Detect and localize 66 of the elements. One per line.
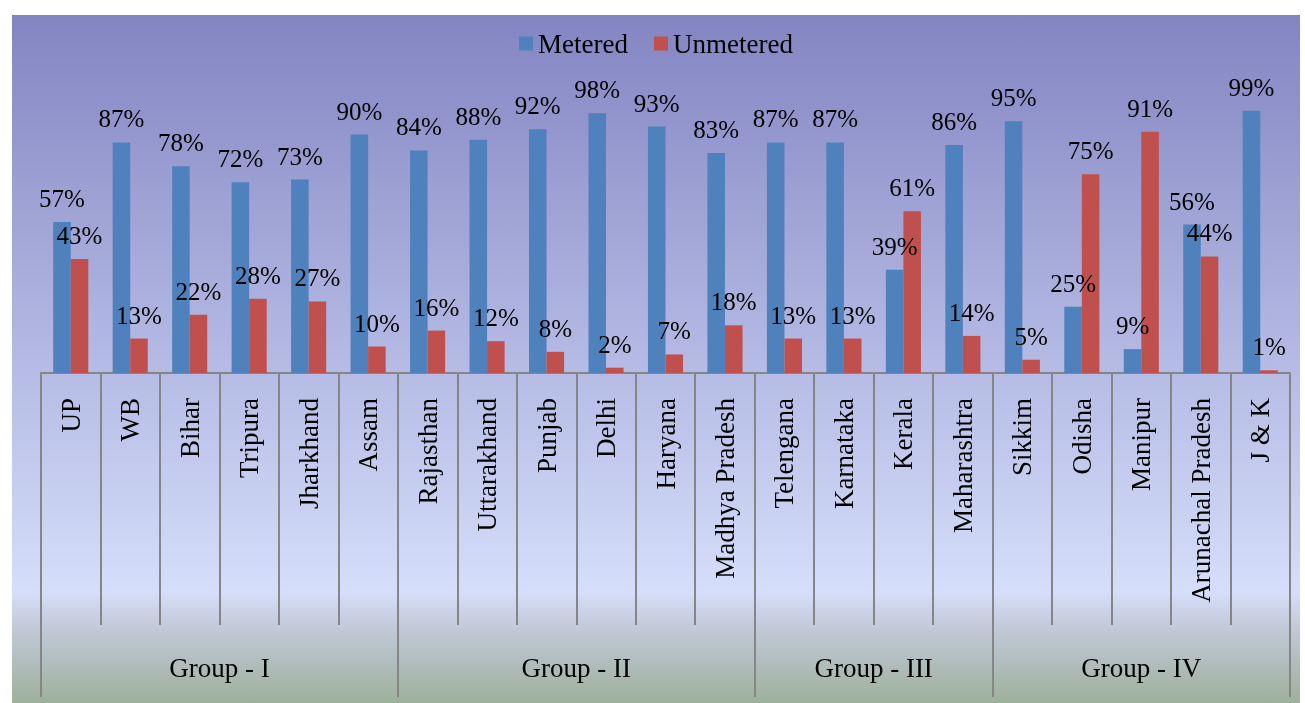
x-tick-label: Bihar [174, 398, 205, 458]
x-tick-label: Madhya Pradesh [709, 397, 740, 579]
text: Group - I [168, 652, 271, 684]
x-tick-label: Arunachal Pradesh [1185, 397, 1216, 603]
data-label: 16% [413, 293, 460, 321]
x-tick-label: Sikkim [1007, 398, 1038, 477]
data-label: 83% [693, 116, 740, 144]
x-tick-label: WB [115, 398, 146, 442]
x-tick-label: Punjab [531, 398, 562, 474]
text: Group - II [520, 652, 632, 684]
data-label: 13% [116, 301, 162, 329]
text: Group - IV [1080, 652, 1203, 684]
x-tick-label: Maharashtra [947, 397, 978, 533]
x-tick-label: Assam [353, 398, 384, 472]
legend-label: Unmetered [673, 28, 794, 59]
data-label: 1% [1252, 333, 1286, 361]
x-tick-label: Uttarakhand [472, 397, 503, 532]
data-label: 56% [1169, 187, 1215, 215]
data-label: 8% [538, 314, 572, 342]
data-label: 10% [353, 309, 400, 337]
x-tick-label: Tripura [234, 397, 265, 479]
data-label: 44% [1186, 219, 1233, 247]
data-label: 87% [98, 105, 145, 133]
data-label: 18% [710, 288, 757, 316]
legend-label: Metered [538, 28, 629, 59]
text: Group - III [813, 652, 934, 684]
data-label: 95% [990, 84, 1037, 112]
data-label: 72% [217, 145, 264, 173]
data-label: 99% [1228, 73, 1275, 101]
x-tick-label: Jharkhand [293, 397, 324, 509]
data-label: 91% [1127, 94, 1173, 122]
data-label: 90% [336, 97, 383, 125]
x-tick-label: J & K [1245, 397, 1276, 463]
x-tick-label: Rajasthan [412, 397, 443, 505]
x-tick-label: Telengana [769, 397, 800, 509]
data-label: 27% [294, 264, 341, 292]
x-tick-label: Odisha [1066, 397, 1097, 475]
data-label: 61% [889, 174, 936, 202]
data-label: 57% [39, 184, 85, 212]
x-tick-label: Karnataka [828, 397, 859, 509]
x-tick-label: Kerala [888, 397, 919, 470]
data-label: 92% [514, 92, 561, 120]
x-tick-label: Delhi [591, 398, 622, 458]
data-label: 14% [948, 298, 995, 326]
data-label: 86% [931, 108, 978, 136]
data-label: 87% [812, 105, 859, 133]
data-label: 2% [598, 330, 632, 358]
data-label: 13% [829, 301, 876, 329]
data-label: 7% [657, 317, 691, 345]
x-tick-label: Manipur [1126, 397, 1157, 491]
x-tick-label: Haryana [650, 398, 681, 490]
data-label: 78% [158, 129, 204, 157]
x-tick-label: UP [55, 398, 86, 433]
data-label: 75% [1067, 137, 1114, 165]
data-label: 87% [752, 105, 799, 133]
data-label: 73% [276, 142, 323, 170]
data-label: 5% [1014, 322, 1048, 350]
data-label: 93% [633, 89, 680, 117]
data-label: 98% [574, 76, 621, 104]
data-label: 22% [175, 277, 222, 305]
data-label: 13% [770, 301, 817, 329]
data-label: 43% [56, 222, 103, 250]
data-label: 12% [472, 304, 519, 332]
data-label: 84% [395, 113, 442, 141]
data-label: 88% [455, 102, 502, 130]
data-label: 28% [235, 261, 281, 289]
